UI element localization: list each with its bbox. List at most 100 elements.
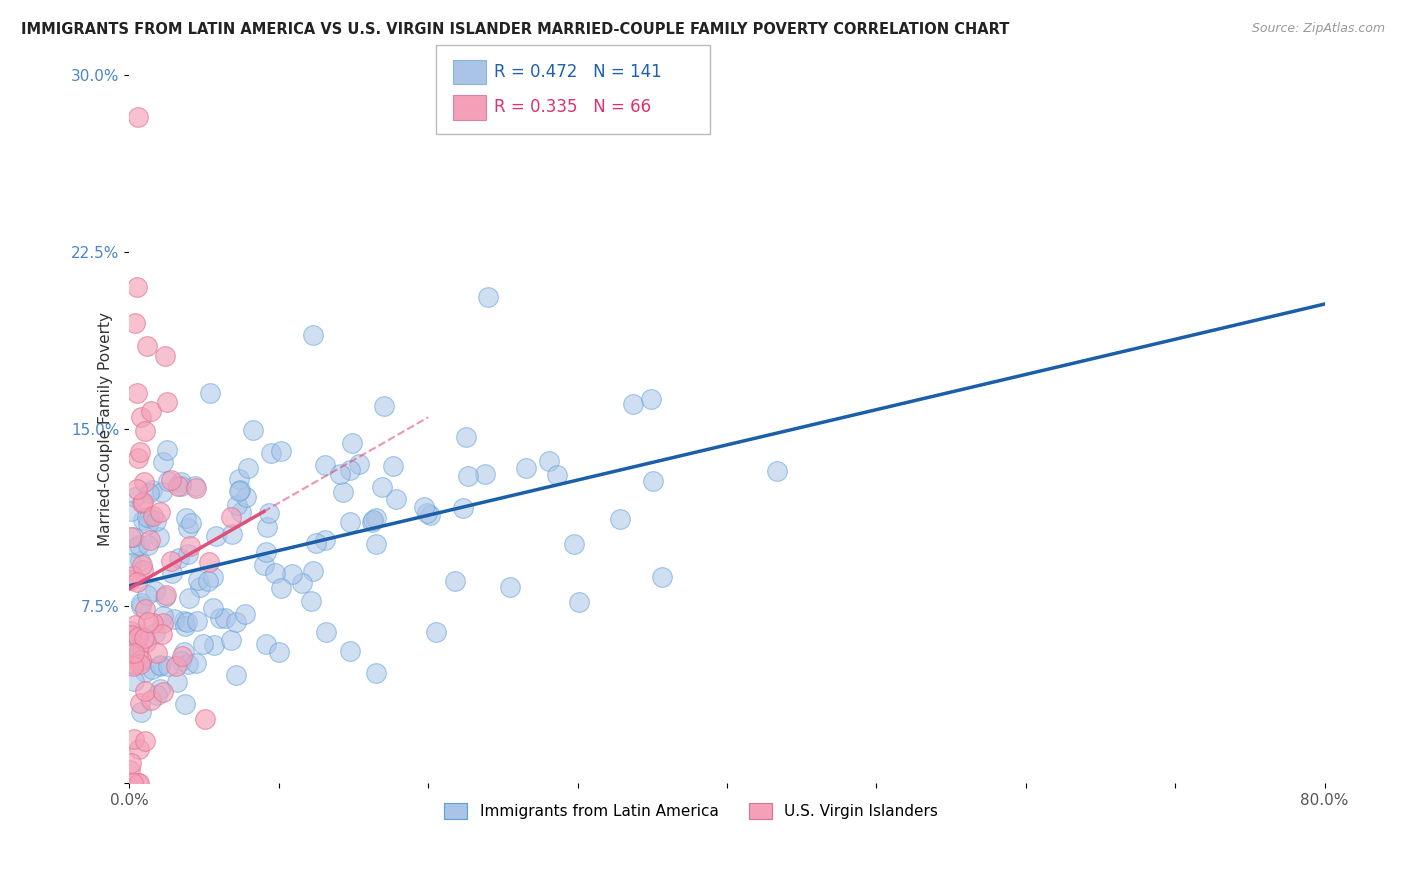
Point	[214, 611, 236, 625]
Point	[128, 776, 150, 790]
Point	[269, 645, 291, 659]
Point	[143, 584, 166, 599]
Point	[170, 648, 193, 663]
Point	[228, 472, 250, 486]
Point	[188, 580, 211, 594]
Point	[236, 461, 259, 475]
Point	[219, 509, 242, 524]
Point	[315, 624, 337, 639]
Point	[141, 483, 163, 497]
Point	[124, 491, 146, 505]
Point	[515, 460, 537, 475]
Point	[146, 646, 169, 660]
Point	[157, 475, 180, 489]
Point	[174, 511, 197, 525]
Point	[651, 569, 673, 583]
Point	[177, 547, 200, 561]
Point	[201, 570, 224, 584]
Point	[252, 558, 274, 573]
Y-axis label: Married-Couple Family Poverty: Married-Couple Family Poverty	[98, 312, 112, 546]
Point	[219, 632, 242, 647]
Point	[242, 423, 264, 437]
Point	[499, 580, 522, 594]
Point	[156, 395, 179, 409]
Point	[125, 540, 148, 554]
Point	[537, 454, 560, 468]
Point	[153, 590, 176, 604]
Point	[385, 491, 408, 506]
Point	[152, 608, 174, 623]
Point	[134, 475, 156, 489]
Point	[149, 659, 172, 673]
Point	[134, 734, 156, 748]
Point	[280, 566, 302, 581]
Point	[382, 458, 405, 473]
Point	[173, 614, 195, 628]
Point	[129, 705, 152, 719]
Point	[256, 520, 278, 534]
Point	[134, 684, 156, 698]
Point	[444, 574, 467, 588]
Point	[131, 558, 153, 572]
Point	[180, 516, 202, 530]
Point	[152, 616, 174, 631]
Point	[202, 638, 225, 652]
Point	[159, 473, 181, 487]
Point	[371, 480, 394, 494]
Point	[254, 544, 277, 558]
Point	[125, 280, 148, 294]
Point	[174, 697, 197, 711]
Point	[139, 693, 162, 707]
Point	[127, 482, 149, 496]
Point	[141, 662, 163, 676]
Point	[186, 615, 208, 629]
Point	[122, 646, 145, 660]
Point	[229, 483, 252, 497]
Point	[146, 688, 169, 702]
Point	[314, 458, 336, 472]
Text: R = 0.472   N = 141: R = 0.472 N = 141	[494, 63, 661, 81]
Text: R = 0.335   N = 66: R = 0.335 N = 66	[494, 98, 651, 116]
Point	[124, 316, 146, 330]
Point	[197, 555, 219, 569]
Point	[329, 467, 352, 481]
Point	[157, 658, 180, 673]
Point	[142, 615, 165, 630]
Point	[128, 643, 150, 657]
Point	[179, 539, 201, 553]
Point	[129, 653, 152, 667]
Point	[134, 665, 156, 680]
Point	[152, 455, 174, 469]
Point	[339, 515, 361, 529]
Point	[120, 573, 142, 587]
Point	[184, 479, 207, 493]
Point	[127, 575, 149, 590]
Point	[150, 485, 173, 500]
Point	[139, 533, 162, 547]
Point	[270, 444, 292, 458]
Point	[209, 611, 232, 625]
Point	[134, 602, 156, 616]
Point	[129, 445, 152, 459]
Point	[640, 392, 662, 406]
Point	[156, 442, 179, 457]
Point	[766, 464, 789, 478]
Point	[162, 566, 184, 581]
Text: atlas: atlas	[673, 390, 868, 467]
Point	[128, 742, 150, 756]
Point	[139, 404, 162, 418]
Text: ZIP: ZIP	[508, 390, 655, 467]
Point	[128, 657, 150, 672]
Point	[127, 630, 149, 644]
Point	[257, 506, 280, 520]
Point	[138, 538, 160, 552]
Point	[122, 530, 145, 544]
Point	[177, 520, 200, 534]
Point	[127, 649, 149, 664]
Point	[332, 484, 354, 499]
Point	[122, 659, 145, 673]
Point	[419, 508, 441, 522]
Point	[138, 511, 160, 525]
Point	[228, 483, 250, 498]
Point	[187, 573, 209, 587]
